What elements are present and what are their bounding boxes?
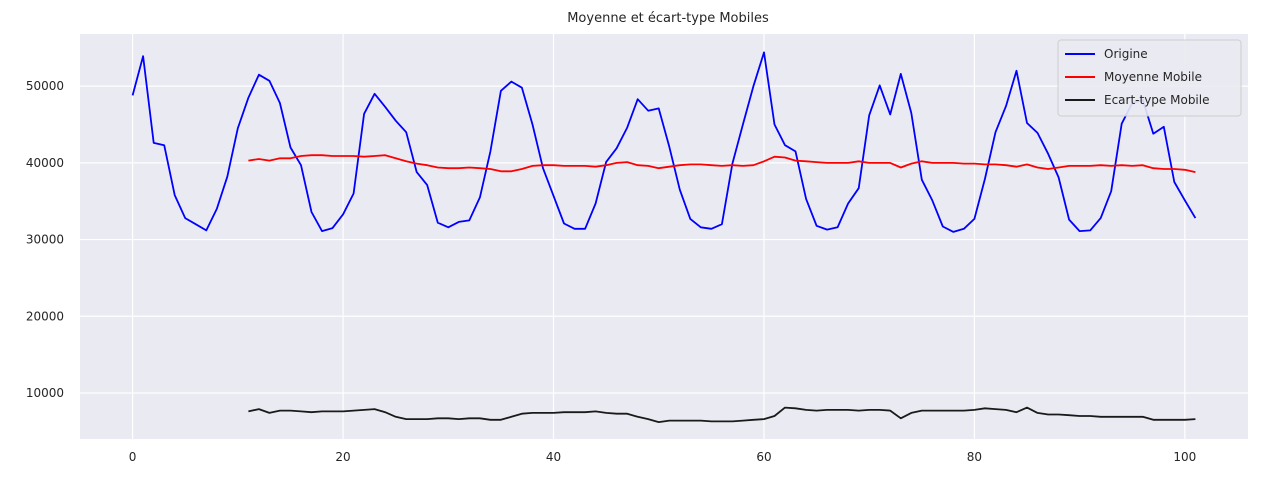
x-tick-label: 80	[967, 450, 982, 464]
legend: Origine Moyenne Mobile Ecart-type Mobile	[1057, 39, 1242, 117]
series-line-moyenne-mobile	[248, 154, 1196, 173]
y-tick-label: 50000	[26, 79, 64, 93]
y-axis: 10000 20000 30000 40000 50000	[26, 79, 64, 400]
chart-title: Moyenne et écart-type Mobiles	[567, 11, 769, 26]
x-tick-label: 60	[756, 450, 771, 464]
legend-label-origine: Origine	[1104, 47, 1148, 61]
legend-label-ecart: Ecart-type Mobile	[1104, 93, 1210, 107]
legend-box	[1057, 39, 1242, 117]
x-tick-label: 0	[129, 450, 137, 464]
y-tick-label: 20000	[26, 309, 64, 323]
grid-lines	[80, 34, 1248, 439]
series-line-origine	[131, 51, 1197, 233]
y-tick-label: 40000	[26, 156, 64, 170]
y-tick-label: 30000	[26, 233, 64, 247]
x-tick-label: 20	[335, 450, 350, 464]
x-tick-label: 40	[546, 450, 561, 464]
x-tick-label: 100	[1173, 450, 1196, 464]
series-lines	[131, 51, 1197, 424]
y-tick-label: 10000	[26, 386, 64, 400]
series-line-ecart-type-mobile	[248, 406, 1196, 424]
x-axis: 0 20 40 60 80 100	[129, 450, 1197, 464]
plot-area	[80, 34, 1248, 439]
legend-label-moyenne: Moyenne Mobile	[1104, 70, 1202, 84]
